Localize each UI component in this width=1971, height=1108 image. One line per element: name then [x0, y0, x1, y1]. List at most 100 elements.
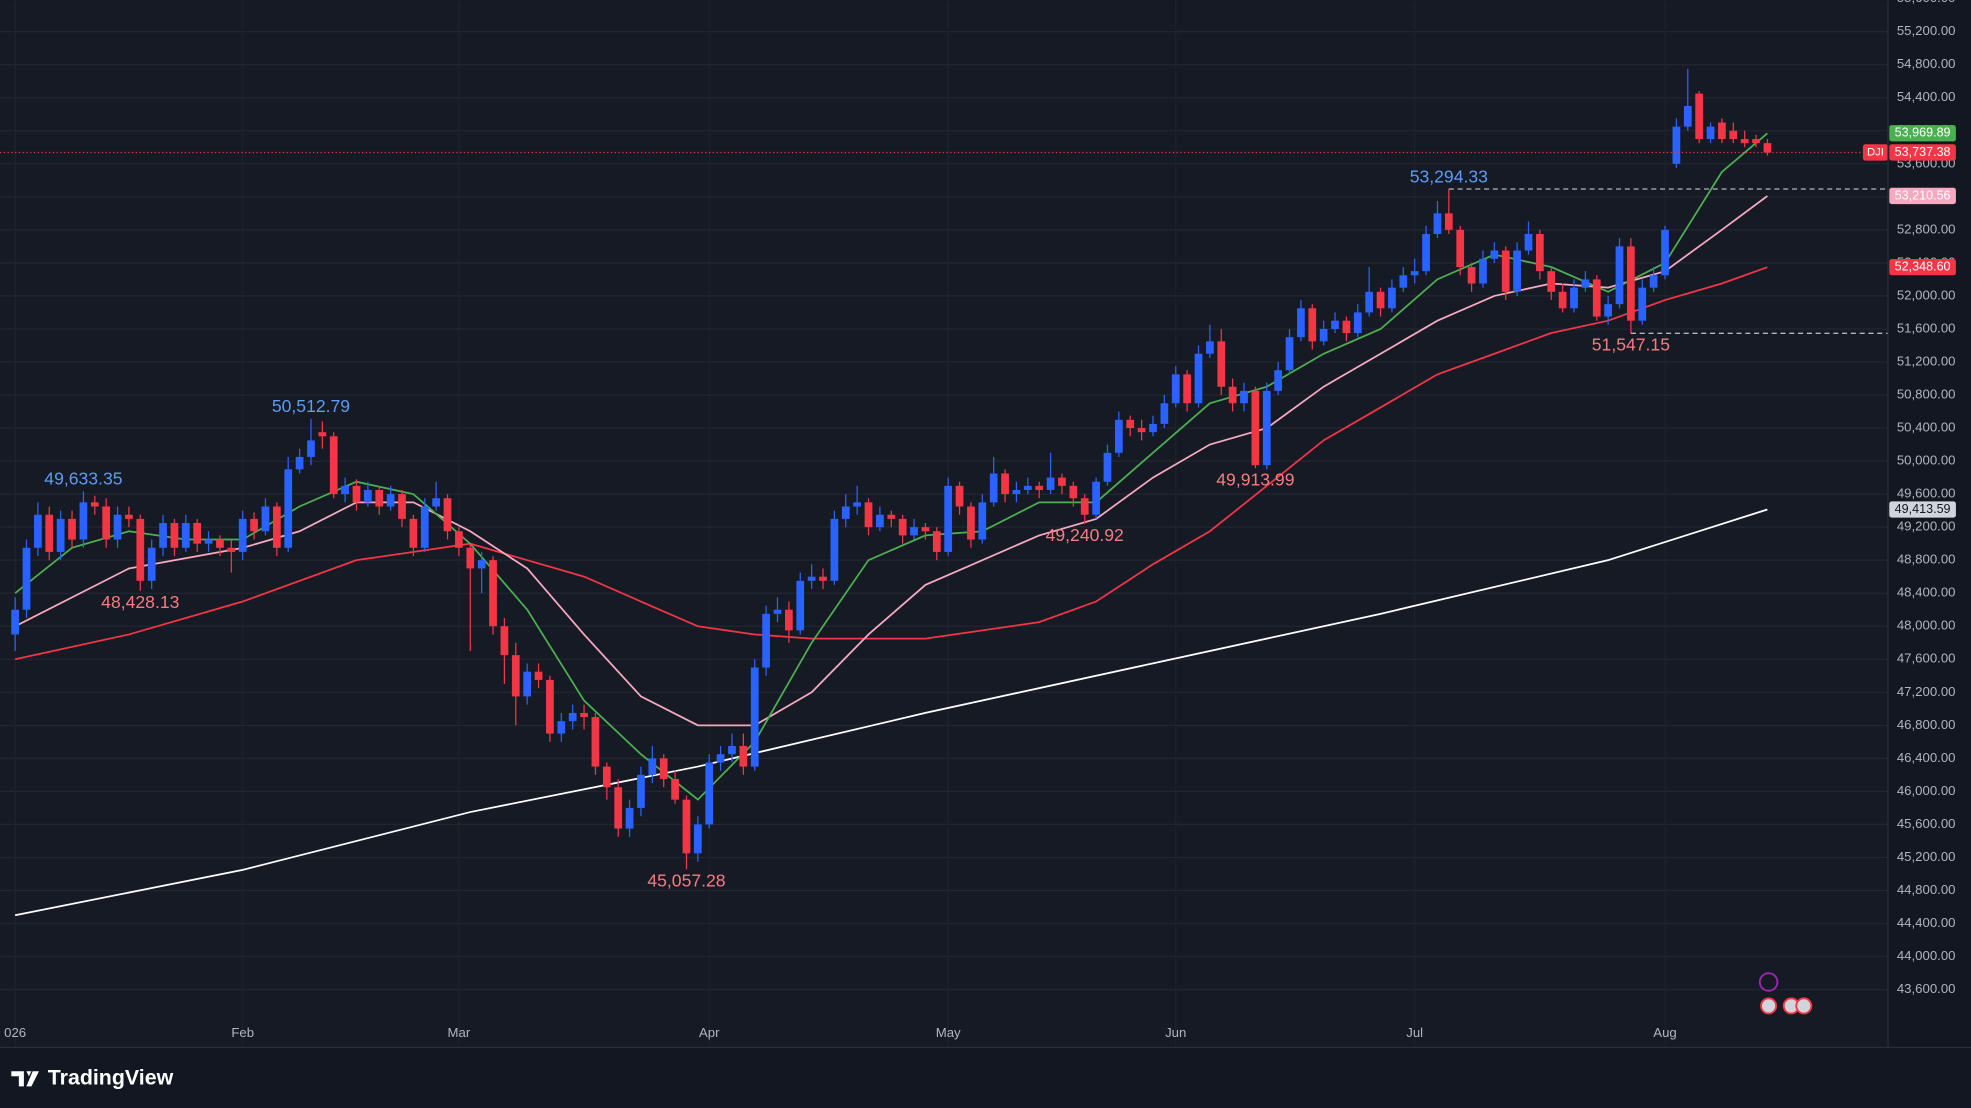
candle-body [500, 626, 509, 656]
candle-body [1183, 374, 1191, 404]
candle-body [398, 494, 406, 519]
x-tick-label: Feb [231, 1025, 254, 1040]
y-tick-label: 46,000.00 [1897, 783, 1956, 798]
candle-body [762, 613, 770, 668]
candle-body [1080, 498, 1089, 515]
y-tick-label: 54,400.00 [1897, 89, 1956, 104]
candle-body [1058, 477, 1066, 486]
candle-body [534, 671, 543, 680]
candle-body [1558, 291, 1567, 309]
candle-body [1035, 485, 1044, 490]
candle-body [22, 547, 31, 610]
y-tick-label: 54,800.00 [1897, 56, 1956, 71]
candle-body [352, 485, 361, 503]
axis-value-label: 53,210.56 [1895, 188, 1951, 202]
symbol-box [1862, 144, 1889, 161]
candle-body [1137, 428, 1146, 433]
candle-body [159, 523, 167, 548]
y-tick-label: 49,600.00 [1897, 486, 1956, 501]
candle-body [409, 518, 418, 548]
candle-body [1262, 390, 1271, 466]
candle-body [1274, 370, 1283, 391]
candle-body [1649, 275, 1658, 288]
plot: 49,633.35 48,428.13 50,512.79 45,057.28 49,2… [0, 68, 1889, 917]
candle-body [1535, 233, 1544, 272]
x-tick-label: May [936, 1025, 961, 1040]
logo[interactable]: TradingView [11, 1065, 174, 1089]
candle-body [227, 547, 236, 552]
candle-body [910, 527, 918, 536]
candle-body [238, 518, 247, 552]
y-tick-label: 55,600.00 [1897, 0, 1956, 5]
candle-body [1194, 353, 1203, 404]
extreme-label: 48,428.13 [101, 592, 179, 612]
candle-body [625, 807, 634, 829]
candle-body [125, 514, 133, 519]
candle-body [1171, 374, 1180, 404]
candle-body [341, 485, 349, 495]
y-tick-label: 52,800.00 [1897, 221, 1956, 236]
y-tick-label: 52,000.00 [1897, 287, 1956, 302]
event-icon[interactable] [1760, 997, 1778, 1015]
candle-body [489, 560, 497, 627]
candle-body [1627, 246, 1635, 321]
candle-body [375, 489, 384, 507]
candle-body [523, 671, 532, 697]
extreme-label: 50,512.79 [272, 396, 350, 416]
extreme-label: 49,913.99 [1216, 469, 1294, 489]
extreme-label: 51,547.15 [1592, 335, 1670, 355]
candle-body [648, 758, 657, 775]
candle-body [1718, 122, 1726, 140]
y-tick-label: 49,200.00 [1897, 519, 1956, 534]
candle-body [1149, 423, 1157, 433]
candle-body [1376, 291, 1385, 309]
axis-value-box [1889, 501, 1956, 518]
y-tick-label: 44,400.00 [1897, 915, 1956, 930]
candle-body [511, 655, 520, 697]
candle-body [773, 609, 782, 614]
event-icon[interactable] [1758, 972, 1779, 992]
ma-line [14, 508, 1768, 917]
y-tick-label: 51,200.00 [1897, 353, 1956, 368]
candle-body [1467, 267, 1476, 284]
candle-body [853, 502, 862, 507]
axes: 43,600.00 44,000.00 44,400.00 44,800.00 45,2… [4, 0, 1956, 1040]
candle-body [45, 514, 54, 552]
candle-body [1672, 126, 1681, 164]
candle-body [1444, 213, 1453, 230]
y-tick-label: 50,800.00 [1897, 386, 1956, 401]
candle-body [671, 778, 679, 800]
candle-body [1126, 419, 1135, 429]
y-tick-label: 48,400.00 [1897, 585, 1956, 600]
event-icon[interactable] [1795, 997, 1813, 1015]
candle-body [1331, 320, 1339, 329]
candle-body [1615, 246, 1624, 305]
candle-body [181, 523, 190, 548]
y-tick-label: 45,200.00 [1897, 849, 1956, 864]
candle-body [591, 717, 600, 767]
candle-body [1683, 105, 1692, 127]
y-tick-label: 48,800.00 [1897, 552, 1956, 567]
extreme-label: 49,633.35 [44, 469, 122, 489]
candle-body [1217, 341, 1226, 387]
candle-body [1297, 308, 1305, 338]
candle-body [1285, 337, 1294, 371]
candle-body [876, 514, 884, 528]
axis-value-box [1889, 187, 1956, 205]
logo-mark [11, 1071, 39, 1087]
candle-body [170, 523, 179, 548]
candle-body [261, 506, 270, 532]
axis-value-label: 53,969.89 [1895, 126, 1951, 140]
candle-body [1308, 308, 1317, 342]
candle-body [967, 506, 975, 540]
candle-body [807, 576, 816, 581]
candle-body [147, 547, 156, 581]
candle-body [796, 580, 805, 631]
candle-body [1399, 275, 1408, 288]
candle-body [728, 745, 736, 755]
candle-body [887, 514, 896, 519]
price-label: 53,737.38 [1895, 145, 1951, 159]
candle-body [1319, 328, 1328, 342]
x-tick-label: 026 [4, 1025, 26, 1040]
candle-body [1501, 250, 1510, 292]
